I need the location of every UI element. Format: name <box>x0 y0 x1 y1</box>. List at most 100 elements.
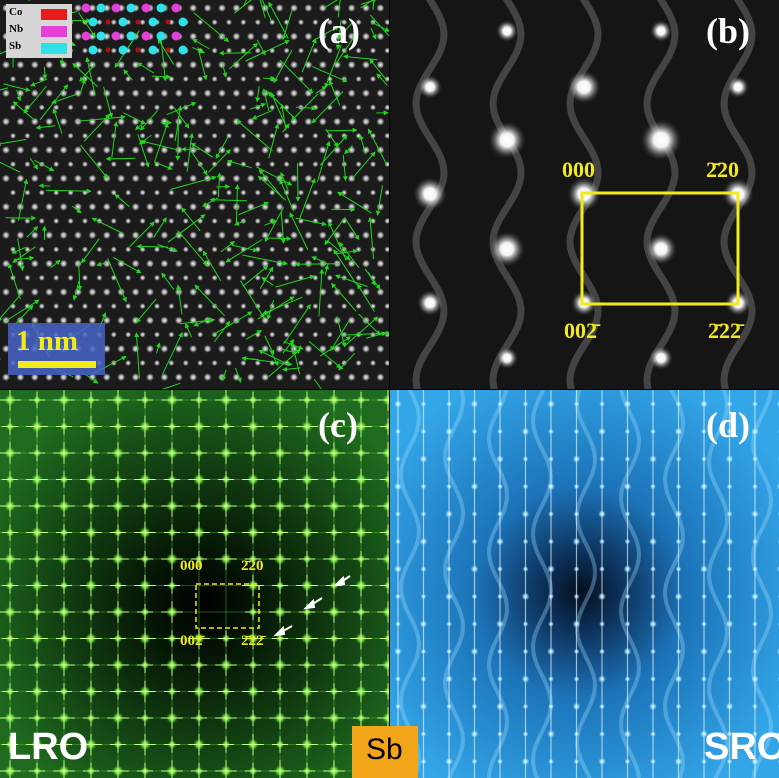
displacement-arrow <box>375 185 383 216</box>
model-atom <box>111 31 121 41</box>
atom-column <box>254 359 261 367</box>
atom-column <box>81 161 89 168</box>
fft-spot <box>497 758 503 765</box>
fft-spot <box>394 482 402 491</box>
atom-column <box>289 287 299 297</box>
atom-column <box>312 189 319 196</box>
atom-column <box>59 373 68 382</box>
atom-column <box>347 231 356 240</box>
displacement-arrow <box>212 311 253 336</box>
diffuse-wave <box>442 390 466 778</box>
atom-column <box>254 189 261 196</box>
atom-column <box>145 117 155 126</box>
atom-column <box>131 89 140 98</box>
displacement-arrow <box>179 317 216 325</box>
atom-column <box>160 60 169 69</box>
atom-column <box>384 359 389 367</box>
atom-column <box>1 231 11 240</box>
atom-column <box>261 373 270 382</box>
atom-column <box>376 259 385 268</box>
model-atom <box>171 3 181 13</box>
panel-c-lro-fft: 000 2̄20 002̄ 2̄22̄ (c) LRO <box>0 390 389 778</box>
atom-column <box>160 259 169 268</box>
displacement-arrow <box>262 88 270 112</box>
displacement-arrow <box>325 128 339 148</box>
atom-column <box>232 117 241 126</box>
fft-spot <box>674 675 683 683</box>
atom-column <box>189 259 198 268</box>
atom-column <box>81 104 89 111</box>
fft-spot <box>420 566 427 572</box>
atom-column <box>384 303 389 310</box>
atom-column <box>318 3 327 13</box>
fft-spot <box>394 400 402 408</box>
atom-column <box>369 104 377 111</box>
atom-column <box>117 202 126 211</box>
displacement-arrow <box>123 69 133 81</box>
displacement-arrow <box>202 250 222 282</box>
atom-column <box>1 89 11 98</box>
atom-column <box>261 287 270 297</box>
displacement-arrow <box>167 214 206 243</box>
fft-spot <box>471 593 478 600</box>
model-atom <box>156 31 166 41</box>
atom-column <box>318 60 327 69</box>
atom-column <box>289 145 299 155</box>
fft-spot <box>752 648 758 655</box>
atom-column <box>326 303 333 310</box>
atom-column <box>232 231 241 240</box>
atom-column <box>211 274 218 281</box>
fft-spot <box>599 401 605 407</box>
fft-spot <box>776 482 779 491</box>
atom-column <box>131 60 140 69</box>
atom-column <box>102 145 112 155</box>
fft-spot <box>470 647 479 656</box>
displacement-arrow <box>325 127 358 133</box>
displacement-arrow <box>299 177 316 219</box>
fft-spot <box>624 593 631 600</box>
atom-column <box>211 359 218 367</box>
displacement-arrow <box>50 259 61 268</box>
fft-spot <box>650 648 656 655</box>
atom-column <box>174 344 183 353</box>
displacement-arrow <box>103 86 113 119</box>
displacement-arrow <box>170 175 217 190</box>
fft-spot <box>650 676 656 682</box>
fft-spot <box>445 510 453 518</box>
displacement-arrow <box>175 116 181 161</box>
fft-spot <box>701 593 707 600</box>
atom-column <box>102 373 112 382</box>
diffuse-wave <box>619 390 642 778</box>
index-220-c: 2̄20 <box>241 558 264 574</box>
fft-spot <box>445 757 453 766</box>
diffuse-wave <box>707 390 730 778</box>
fft-spot <box>674 757 683 766</box>
displacement-arrow <box>35 124 56 130</box>
atom-column <box>225 303 233 310</box>
atom-column <box>131 231 140 240</box>
fft-spot <box>572 702 581 711</box>
displacement-arrow <box>208 148 231 173</box>
atom-column <box>225 274 233 281</box>
atom-column <box>30 202 39 211</box>
fft-spot <box>650 758 656 765</box>
atom-column <box>225 132 233 139</box>
fft-spot <box>496 702 504 711</box>
displacement-arrow <box>312 66 348 83</box>
atom-column <box>211 19 218 26</box>
fft-spot <box>599 483 605 490</box>
displacement-arrow <box>281 9 293 41</box>
fft-spot <box>471 621 478 627</box>
atom-column <box>174 316 183 325</box>
displacement-arrow <box>360 0 377 5</box>
displacement-arrow <box>0 138 27 147</box>
fft-spot <box>573 566 580 572</box>
atom-column <box>369 303 377 310</box>
atom-column <box>355 246 362 253</box>
atom-column <box>38 104 45 111</box>
atom-column <box>203 117 212 126</box>
atom-column <box>81 274 89 281</box>
superlattice-arrows <box>273 575 351 637</box>
scale-bar-label: 1 nm <box>16 325 79 357</box>
atom-column <box>59 117 68 126</box>
